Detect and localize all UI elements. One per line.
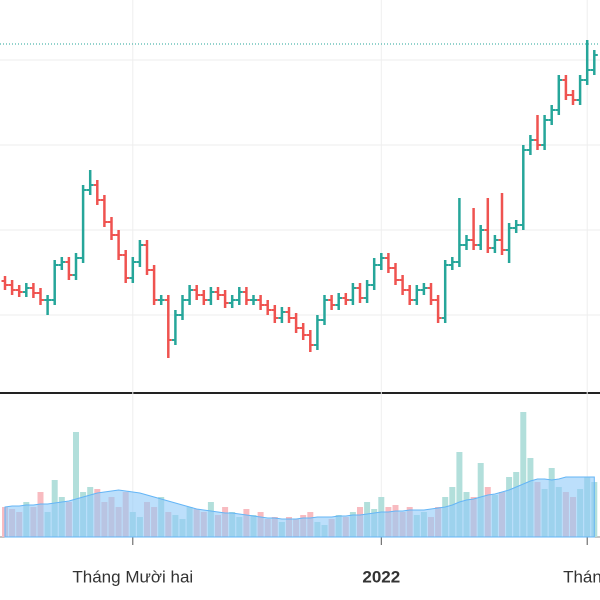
x-tick-label: 2022 xyxy=(362,567,400,586)
x-tick-label: Tháng Mười hai xyxy=(72,567,193,586)
volume-bar xyxy=(456,452,463,537)
x-tick-label: Tháng xyxy=(563,567,600,586)
plot: Tháng Mười hai 2022 Tháng xyxy=(0,0,600,586)
volume-bar xyxy=(73,432,79,537)
volume-bar xyxy=(520,412,527,537)
volume-ma-area xyxy=(4,476,595,538)
